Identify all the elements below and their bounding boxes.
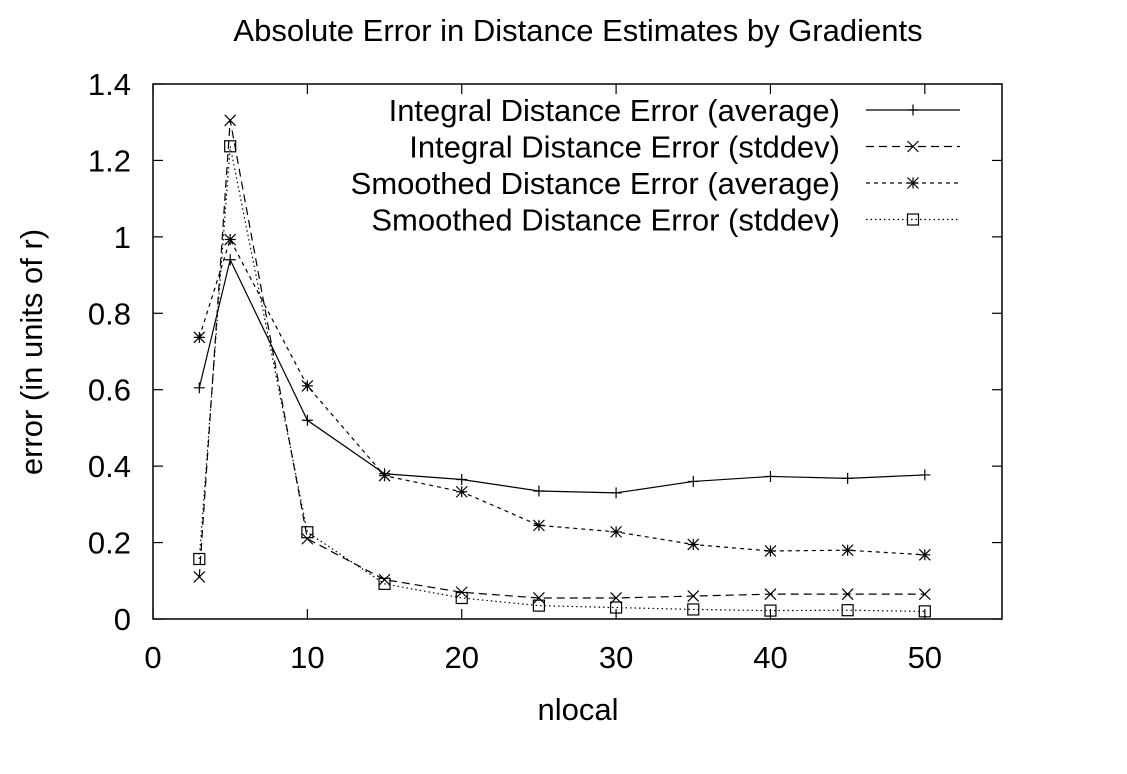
data-point-marker xyxy=(455,485,468,498)
data-point-marker xyxy=(918,588,931,601)
x-tick-label: 0 xyxy=(144,640,161,675)
data-point-marker xyxy=(764,604,777,617)
x-axis-label: nlocal xyxy=(538,692,619,727)
x-tick-label: 40 xyxy=(753,640,787,675)
data-point-marker xyxy=(764,470,776,482)
data-point-marker xyxy=(687,590,700,602)
legend-label: Smoothed Distance Error (average) xyxy=(351,166,840,201)
legend-label: Smoothed Distance Error (stddev) xyxy=(371,203,840,238)
data-point-marker xyxy=(378,577,391,590)
data-point-marker xyxy=(919,469,931,481)
data-point-marker xyxy=(842,472,854,484)
chart-title: Absolute Error in Distance Estimates by … xyxy=(233,13,922,48)
x-tick-label: 30 xyxy=(599,640,633,675)
y-tick-label: 1.2 xyxy=(88,143,131,178)
data-point-marker xyxy=(609,601,623,614)
data-point-marker xyxy=(918,548,931,561)
data-point-marker xyxy=(455,591,468,605)
data-point-marker xyxy=(610,525,623,538)
data-point-marker xyxy=(224,114,237,127)
data-point-marker xyxy=(301,414,313,426)
data-point-marker xyxy=(764,588,777,601)
y-tick-label: 0 xyxy=(114,602,131,637)
data-point-marker xyxy=(224,254,236,266)
data-point-marker xyxy=(301,379,314,392)
y-tick-label: 0.6 xyxy=(88,373,131,408)
axis-ticks: 0 10 20 30 40 50 0 0.2 0.4 0.6 0.8 1 1.2 1.4 xyxy=(88,67,1002,675)
data-point-marker xyxy=(532,519,545,532)
y-tick-label: 1.4 xyxy=(88,67,131,102)
series-group xyxy=(193,254,931,499)
data-point-marker xyxy=(193,552,206,566)
data-point-marker xyxy=(687,538,700,551)
data-point-marker xyxy=(533,485,545,497)
legend: Integral Distance Error (average)Integra… xyxy=(351,93,960,238)
data-point-marker xyxy=(906,213,920,226)
data-point-marker xyxy=(301,532,314,545)
data-point-marker xyxy=(687,475,699,487)
data-point-marker xyxy=(378,469,391,482)
series-group xyxy=(193,140,931,618)
data-point-marker xyxy=(224,140,237,153)
legend-label: Integral Distance Error (stddev) xyxy=(409,130,840,165)
data-point-marker xyxy=(224,233,237,246)
legend-label: Integral Distance Error (average) xyxy=(389,93,840,128)
data-point-marker xyxy=(918,605,931,618)
x-tick-label: 10 xyxy=(290,640,324,675)
data-point-marker xyxy=(841,604,854,617)
data-point-marker xyxy=(378,573,391,586)
plot-frame xyxy=(152,83,1003,620)
series-line xyxy=(198,258,925,494)
x-tick-label: 50 xyxy=(908,640,942,675)
data-point-marker xyxy=(456,474,468,486)
data-point-marker xyxy=(841,544,854,557)
data-point-marker xyxy=(687,603,700,616)
data-point-marker xyxy=(193,331,206,344)
y-tick-label: 0.8 xyxy=(88,296,131,331)
series-line xyxy=(198,146,925,612)
data-point-marker xyxy=(301,526,314,539)
series-line xyxy=(198,237,925,556)
y-tick-label: 1 xyxy=(114,220,131,255)
data-point-marker xyxy=(193,382,205,394)
data-point-marker xyxy=(532,592,545,604)
y-tick-label: 0.4 xyxy=(88,449,131,484)
y-tick-label: 0.2 xyxy=(88,526,131,561)
data-point-marker xyxy=(193,571,206,583)
data-point-marker xyxy=(841,588,854,601)
y-axis-label: error (in units of r) xyxy=(14,229,49,475)
data-point-marker xyxy=(907,104,919,116)
series-line xyxy=(198,120,925,599)
data-point-marker xyxy=(907,140,919,153)
series-group xyxy=(193,233,931,561)
data-point-marker xyxy=(764,545,777,557)
series-layer xyxy=(193,114,931,618)
x-tick-label: 20 xyxy=(444,640,478,675)
data-point-marker xyxy=(907,177,919,189)
data-point-marker xyxy=(610,487,622,499)
data-point-marker xyxy=(532,599,546,612)
